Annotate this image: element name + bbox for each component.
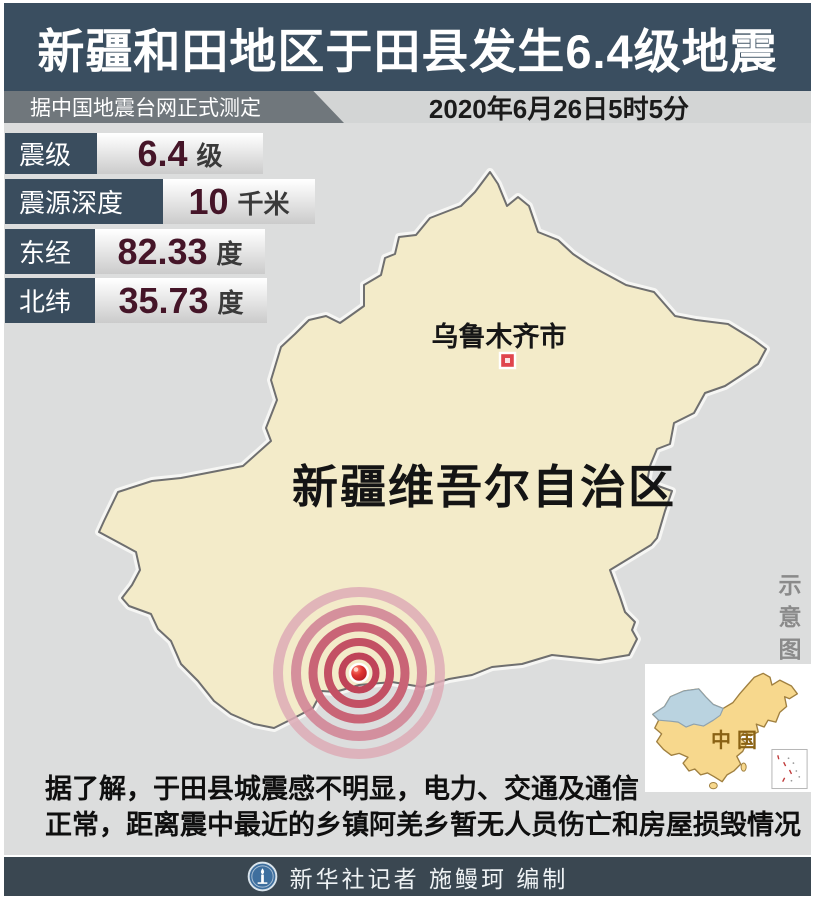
nine-dash-line	[777, 755, 793, 783]
stat-unit: 度	[217, 287, 244, 318]
urumqi-marker	[498, 351, 517, 370]
china-label: 中国	[711, 730, 763, 752]
source-ribbon: 据中国地震台网正式测定	[4, 91, 344, 123]
stat-unit: 度	[216, 238, 243, 269]
footer-bar: 新华社记者 施鳗珂 编制	[4, 857, 811, 896]
subheader-bar: 据中国地震台网正式测定 2020年6月26日5时5分	[4, 91, 811, 124]
footer-credit: 新华社记者 施鳗珂 编制	[289, 865, 569, 892]
stat-unit: 级	[196, 140, 223, 171]
island-dots	[787, 757, 801, 782]
epicenter-rings	[273, 587, 445, 759]
china-inset: 中国	[645, 664, 811, 792]
region-label: 新疆维吾尔自治区	[292, 462, 676, 513]
stat-value: 82.33 度	[95, 229, 265, 274]
epicenter-dot	[348, 662, 370, 684]
urumqi-label: 乌鲁木齐市	[431, 322, 567, 352]
china-inset-map	[652, 672, 808, 790]
stat-value: 10 千米	[163, 179, 315, 224]
stat-row-latitude: 北纬 35.73 度	[5, 278, 267, 323]
stat-label: 震级	[5, 133, 97, 174]
taiwan-island	[740, 762, 747, 772]
stat-value: 35.73 度	[95, 278, 267, 323]
stat-value: 6.4 级	[97, 133, 263, 174]
map-area: 震级 6.4 级 震源深度 10 千米 东经 82.33 度 北纬 35.73	[4, 123, 811, 855]
xinjiang-highlight	[652, 688, 724, 728]
stat-number: 82.33	[117, 231, 208, 272]
source-text: 据中国地震台网正式测定	[30, 97, 261, 120]
stat-number: 6.4	[137, 133, 188, 174]
stat-number: 10	[188, 181, 229, 222]
stat-label: 震源深度	[5, 179, 163, 224]
stat-row-longitude: 东经 82.33 度	[5, 229, 265, 274]
stat-number: 35.73	[118, 280, 209, 321]
hainan-island	[708, 781, 718, 790]
report-line-1: 据了解，于田县城震感不明显，电力、交通及通信	[45, 774, 639, 804]
headline-title: 新疆和田地区于田县发生6.4级地震	[37, 24, 778, 78]
xinhua-logo-icon	[247, 861, 277, 892]
stat-row-magnitude: 震级 6.4 级	[5, 133, 263, 174]
stat-unit: 千米	[237, 188, 290, 219]
xinjiang-map	[95, 168, 770, 759]
stat-label: 北纬	[5, 278, 95, 323]
headline-banner: 新疆和田地区于田县发生6.4级地震	[4, 3, 811, 91]
stat-row-depth: 震源深度 10 千米	[5, 179, 315, 224]
report-text: 据了解，于田县城震感不明显，电力、交通及通信 正常，距离震中最近的乡镇阿羌乡暂无…	[45, 771, 801, 843]
datetime-text: 2020年6月26日5时5分	[428, 93, 690, 124]
stat-label: 东经	[5, 229, 95, 274]
sketch-note: 示意图	[775, 573, 801, 669]
report-line-2: 正常，距离震中最近的乡镇阿羌乡暂无人员伤亡和房屋损毁情况	[45, 810, 801, 840]
